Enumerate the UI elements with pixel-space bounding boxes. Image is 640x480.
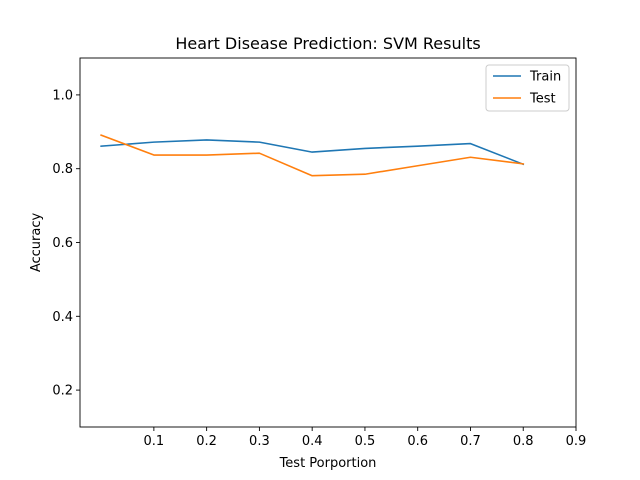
x-axis: 0.1 0.2 0.3 0.4 0.5 0.6 0.7 0.8 0.9 <box>144 427 587 449</box>
x-tick-label: 0.3 <box>249 434 270 449</box>
y-axis-label: Accuracy <box>29 213 44 273</box>
x-tick-label: 0.6 <box>407 434 428 449</box>
y-tick-label: 1.0 <box>52 88 73 103</box>
x-tick-label: 0.5 <box>355 434 376 449</box>
y-axis: 0.2 0.4 0.6 0.8 1.0 <box>52 88 80 399</box>
legend-label-test: Test <box>529 92 556 107</box>
x-tick-label: 0.2 <box>196 434 217 449</box>
y-tick-label: 0.4 <box>52 310 73 325</box>
y-tick-label: 0.8 <box>52 162 73 177</box>
x-axis-label: Test Porportion <box>279 456 377 471</box>
x-tick-label: 0.9 <box>566 434 587 449</box>
legend: Train Test <box>485 64 570 112</box>
series-line-train <box>100 139 525 166</box>
x-tick-label: 0.8 <box>513 434 534 449</box>
y-tick-label: 0.6 <box>52 236 73 251</box>
x-tick-label: 0.7 <box>460 434 481 449</box>
x-tick-label: 0.4 <box>302 434 323 449</box>
chart-title: Heart Disease Prediction: SVM Results <box>175 34 480 53</box>
series-lines <box>100 134 525 177</box>
x-tick-label: 0.1 <box>144 434 165 449</box>
y-tick-label: 0.2 <box>52 384 73 399</box>
series-line-test <box>100 134 525 177</box>
legend-label-train: Train <box>529 70 561 85</box>
axes-frame <box>79 57 577 428</box>
